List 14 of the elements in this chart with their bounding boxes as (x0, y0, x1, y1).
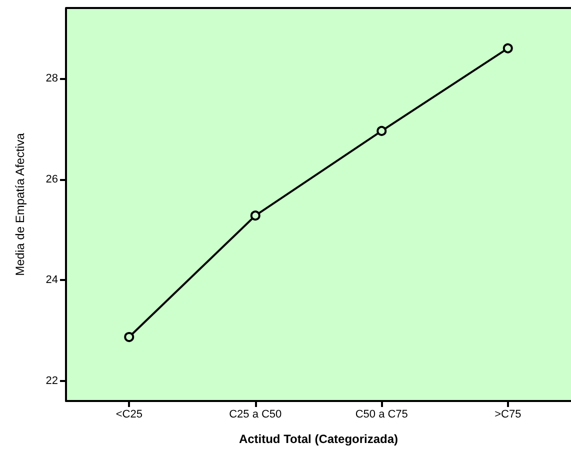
x-tick-label: <C25 (116, 408, 142, 420)
y-tick-label: 22 (46, 374, 58, 387)
x-axis-title: Actitud Total (Categorizada) (238, 432, 398, 446)
y-tick-label: 28 (46, 72, 58, 85)
point (502, 43, 513, 54)
y-tick-label: 26 (46, 173, 58, 186)
point (376, 126, 387, 136)
y-tick-label: 24 (46, 274, 58, 286)
x-tick-label: >C75 (494, 408, 522, 420)
x-tick-label: C25 a C50 (229, 408, 282, 420)
x-tick-label: C50 a C75 (355, 408, 408, 420)
point (124, 332, 134, 342)
y-axis-title: Media de Empatía Afectiva (13, 132, 27, 276)
point (250, 210, 260, 221)
